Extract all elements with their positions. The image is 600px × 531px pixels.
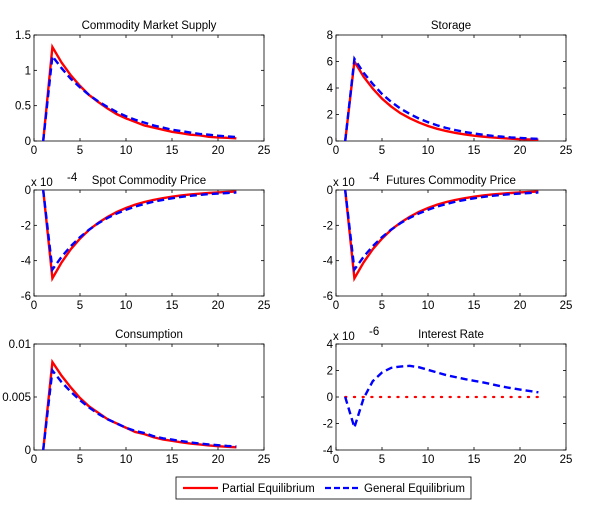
axes-box — [33, 34, 265, 142]
y-tick-label: 6 — [327, 57, 333, 69]
x-tick-label: 20 — [212, 454, 225, 466]
x-tick-label: 15 — [166, 454, 179, 466]
y-tick-label: -6 — [323, 291, 333, 303]
x-tick-label: 15 — [166, 300, 179, 312]
x-tick-label: 25 — [258, 300, 271, 312]
y-tick-label: 4 — [327, 83, 334, 95]
y-tick-label: -6 — [21, 291, 31, 303]
x-tick-label: 15 — [468, 145, 481, 157]
y-exponent-power: -6 — [369, 326, 379, 338]
y-exponent-power: -4 — [67, 172, 78, 184]
series-line-general-equilibrium — [42, 189, 237, 273]
x-tick-label: 20 — [514, 454, 527, 466]
y-tick-label: -4 — [21, 256, 32, 268]
series-line-general-equilibrium — [344, 55, 539, 142]
y-tick-label: 1 — [25, 65, 31, 77]
series-line-partial-equilibrium — [42, 189, 237, 283]
panel-interest-rate: Interest Rate 0 5 10 15 20 25 -4 -2 0 2 4x 10 -6 — [323, 326, 573, 466]
x-tick-label: 5 — [379, 300, 385, 312]
y-tick-label: 2 — [327, 110, 333, 122]
x-tick-label: 10 — [422, 300, 435, 312]
legend: Partial Equilibrium General Equilibrium — [175, 476, 472, 500]
series-line-partial-equilibrium — [344, 57, 539, 142]
y-tick-label: 0.01 — [9, 339, 31, 351]
x-tick-label: 20 — [212, 145, 225, 157]
legend-box — [175, 476, 472, 500]
y-tick-label: 1.5 — [15, 30, 31, 42]
series-line-partial-equilibrium — [344, 189, 539, 283]
panel-futures-commodity-price: Futures Commodity Price 0 5 10 15 20 25 -6 -4 -2 0… — [323, 172, 573, 312]
y-tick-label: -4 — [323, 445, 334, 457]
panel-consumption: Consumption 0 5 10 15 20 25 0 0.005 0.01 — [2, 329, 270, 466]
x-tick-label: 25 — [258, 454, 271, 466]
x-tick-label: 15 — [468, 454, 481, 466]
series-line-general-equilibrium — [42, 53, 237, 142]
x-tick-label: 10 — [120, 145, 133, 157]
y-tick-label: 0 — [327, 136, 333, 148]
y-tick-label: 0 — [25, 445, 31, 457]
y-tick-label: 2 — [327, 366, 333, 378]
x-tick-label: 20 — [514, 145, 527, 157]
x-tick-label: 0 — [31, 300, 37, 312]
x-tick-label: 20 — [212, 300, 225, 312]
x-tick-label: 20 — [514, 300, 527, 312]
y-exponent-label: x 10 — [333, 331, 355, 343]
y-exponent-power: -4 — [369, 172, 380, 184]
series-line-general-equilibrium — [42, 367, 237, 451]
x-tick-label: 5 — [77, 145, 83, 157]
x-tick-label: 5 — [77, 454, 83, 466]
x-tick-label: 5 — [77, 300, 83, 312]
x-tick-label: 25 — [560, 454, 573, 466]
y-exponent-label: x 10 — [31, 177, 53, 189]
x-tick-label: 25 — [560, 300, 573, 312]
x-tick-label: 0 — [333, 145, 339, 157]
x-tick-label: 5 — [379, 454, 385, 466]
y-tick-label: 0.5 — [15, 101, 31, 113]
y-tick-label: -4 — [323, 256, 334, 268]
x-tick-label: 10 — [120, 300, 133, 312]
x-tick-label: 0 — [333, 454, 339, 466]
x-tick-label: 10 — [422, 145, 435, 157]
y-tick-label: 0 — [327, 392, 333, 404]
series-line-partial-equilibrium — [42, 358, 237, 451]
x-tick-label: 15 — [468, 300, 481, 312]
legend-label-general: General Equilibrium — [364, 483, 465, 495]
axes-box — [335, 189, 567, 297]
x-tick-label: 25 — [560, 145, 573, 157]
y-tick-label: 0.005 — [2, 392, 31, 404]
x-tick-label: 0 — [31, 454, 37, 466]
series-line-general-equilibrium — [344, 189, 539, 273]
y-exponent-label: x 10 — [333, 177, 355, 189]
y-tick-label: 8 — [327, 30, 333, 42]
x-tick-label: 5 — [379, 145, 385, 157]
legend-label-partial: Partial Equilibrium — [222, 483, 315, 495]
y-tick-label: 0 — [25, 185, 31, 197]
y-tick-label: -2 — [21, 220, 31, 232]
axes-box — [33, 189, 265, 297]
panel-title: Interest Rate — [418, 329, 484, 341]
y-tick-label: 4 — [327, 339, 334, 351]
series-line-general-equilibrium — [344, 364, 539, 432]
panel-storage: Storage 0 5 10 15 20 25 0 2 4 6 8 — [327, 20, 573, 157]
x-tick-label: 15 — [166, 145, 179, 157]
x-tick-label: 10 — [120, 454, 133, 466]
panel-title: Storage — [431, 20, 471, 32]
series-line-partial-equilibrium — [42, 43, 237, 142]
panel-title: Consumption — [115, 329, 183, 341]
x-tick-label: 10 — [422, 454, 435, 466]
y-tick-label: -2 — [323, 419, 333, 431]
x-tick-label: 0 — [333, 300, 339, 312]
x-tick-label: 0 — [31, 145, 37, 157]
panel-title: Futures Commodity Price — [386, 175, 516, 187]
panel-title: Spot Commodity Price — [92, 175, 206, 187]
y-tick-label: 0 — [327, 185, 333, 197]
x-tick-label: 25 — [258, 145, 271, 157]
y-tick-label: -2 — [323, 220, 333, 232]
axes-box — [335, 34, 567, 142]
panel-title: Commodity Market Supply — [82, 20, 217, 32]
y-tick-label: 0 — [25, 136, 31, 148]
panel-commodity-market-supply: Commodity Market Supply 0 5 10 15 20 25 0 0.5 1 1.… — [15, 20, 270, 157]
